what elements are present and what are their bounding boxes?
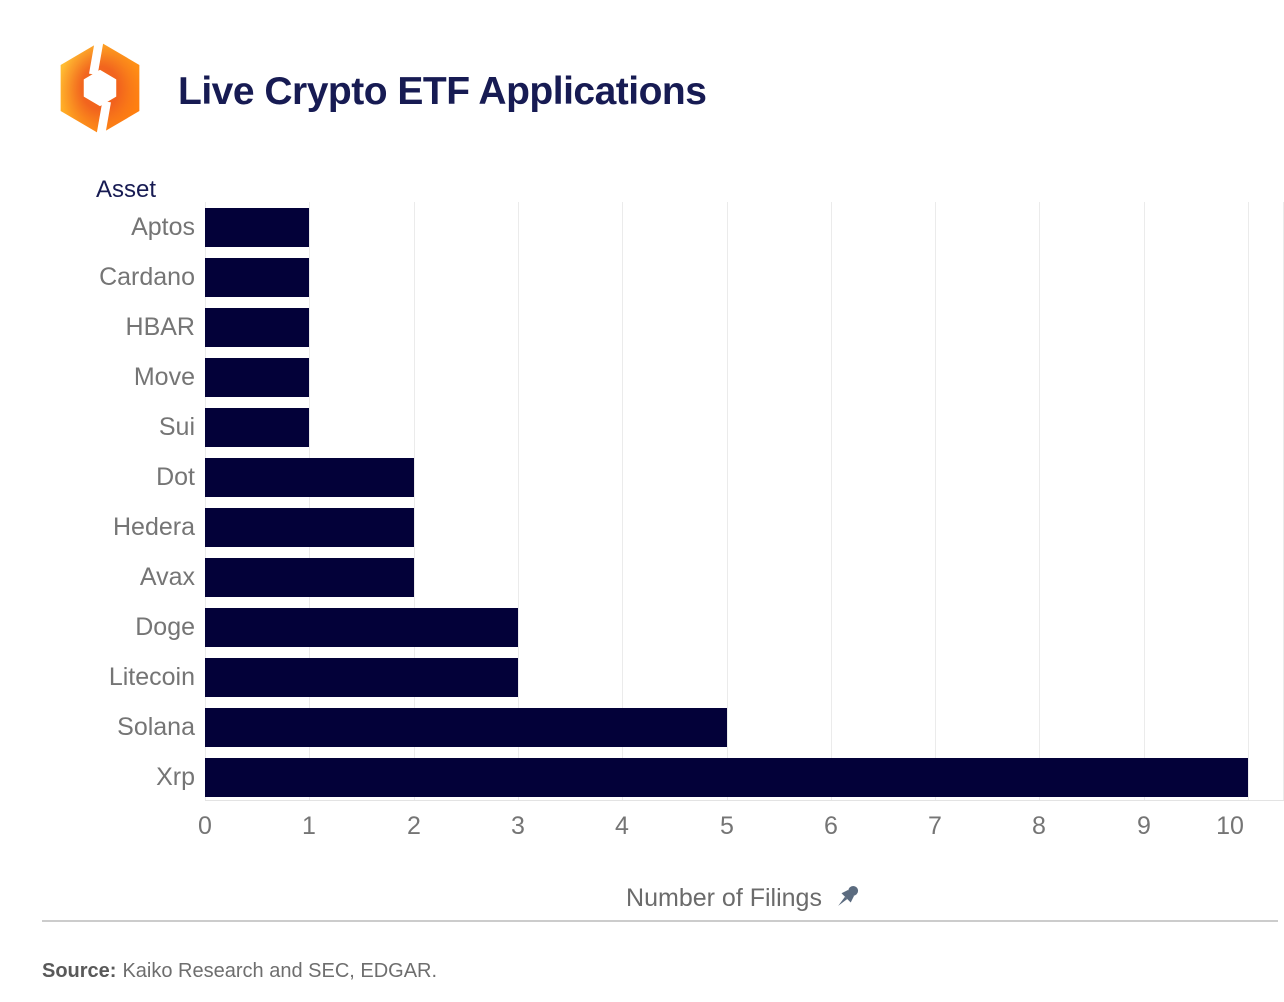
- source-note: Source: Kaiko Research and SEC, EDGAR.: [42, 960, 437, 983]
- bar-aptos: [205, 208, 309, 247]
- x-tick-3: 3: [511, 812, 525, 840]
- category-label-move: Move: [133, 363, 195, 391]
- x-axis-title: Number of Filings: [205, 882, 1283, 913]
- bar-hbar: [205, 308, 309, 347]
- x-tick-10: 10: [1216, 812, 1244, 840]
- category-label-aptos: Aptos: [131, 213, 195, 241]
- bar-dot: [205, 458, 414, 497]
- x-tick-4: 4: [615, 812, 629, 840]
- gridline: [831, 202, 832, 800]
- x-tick-8: 8: [1032, 812, 1046, 840]
- x-tick-7: 7: [928, 812, 942, 840]
- pushpin-icon: [838, 885, 859, 906]
- bar-hedera: [205, 508, 414, 547]
- category-label-hbar: HBAR: [125, 313, 195, 341]
- gridline: [414, 202, 415, 800]
- category-label-doge: Doge: [135, 613, 195, 641]
- bar-solana: [205, 708, 727, 747]
- bar-cardano: [205, 258, 309, 297]
- category-label-litecoin: Litecoin: [108, 663, 195, 691]
- gridline: [1248, 202, 1249, 800]
- gridline: [935, 202, 936, 800]
- bar-xrp: [205, 758, 1248, 797]
- y-axis-title: Asset: [96, 176, 157, 203]
- source-label: Source:: [42, 960, 117, 982]
- category-label-cardano: Cardano: [99, 263, 195, 291]
- page-title: Live Crypto ETF Applications: [178, 70, 707, 113]
- footer-divider: [42, 920, 1278, 922]
- category-label-hedera: Hedera: [113, 513, 195, 541]
- gridline: [727, 202, 728, 800]
- category-label-avax: Avax: [139, 563, 195, 591]
- category-label-dot: Dot: [156, 463, 195, 491]
- x-axis-line: [205, 800, 1284, 801]
- gridline: [1144, 202, 1145, 800]
- gridline: [518, 202, 519, 800]
- gridline: [309, 202, 310, 800]
- category-label-solana: Solana: [117, 713, 195, 741]
- x-tick-5: 5: [720, 812, 734, 840]
- x-tick-2: 2: [407, 812, 421, 840]
- bar-sui: [205, 408, 309, 447]
- x-tick-0: 0: [198, 812, 212, 840]
- gridline: [205, 202, 206, 800]
- gridline: [622, 202, 623, 800]
- bar-doge: [205, 608, 518, 647]
- x-tick-9: 9: [1137, 812, 1151, 840]
- bar-avax: [205, 558, 414, 597]
- bar-move: [205, 358, 309, 397]
- category-label-xrp: Xrp: [156, 763, 195, 791]
- category-label-sui: Sui: [158, 413, 195, 441]
- gridline: [1039, 202, 1040, 800]
- x-axis-title-label: Number of Filings: [626, 884, 822, 912]
- source-text: Kaiko Research and SEC, EDGAR.: [122, 960, 438, 982]
- x-tick-6: 6: [824, 812, 838, 840]
- kaiko-logo: [60, 40, 140, 136]
- bar-litecoin: [205, 658, 518, 697]
- x-tick-1: 1: [302, 812, 316, 840]
